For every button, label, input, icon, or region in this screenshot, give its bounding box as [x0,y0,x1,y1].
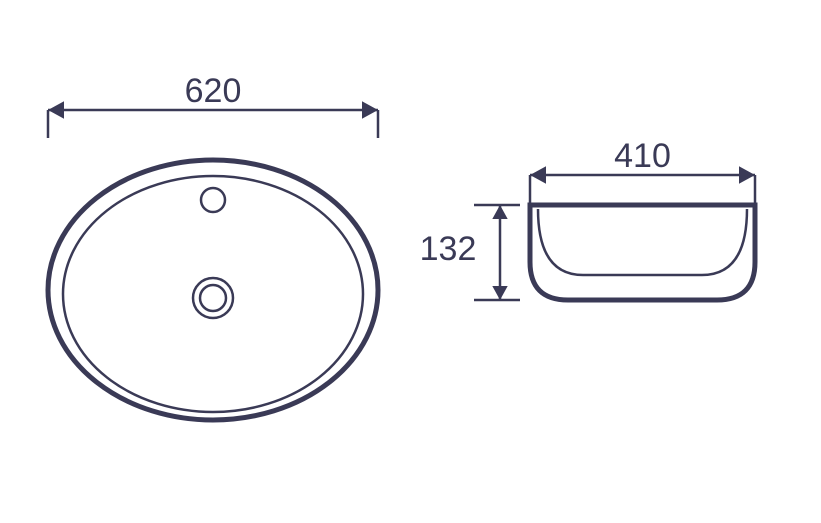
dim-label-width-top: 620 [185,72,242,110]
basin-top-outline [48,160,378,420]
dim-arrow [530,166,546,184]
dim-arrow [362,101,378,119]
dim-arrow [48,101,64,119]
basin-side-inner [538,209,747,275]
dim-label-width-side: 410 [614,137,671,175]
dim-label-height-side: 132 [420,230,477,268]
drain-inner [200,285,226,311]
dim-arrow [492,286,507,300]
dim-arrow [492,205,507,219]
basin-side-outline [530,205,755,300]
dim-arrow [739,166,755,184]
tap-hole [201,188,225,212]
